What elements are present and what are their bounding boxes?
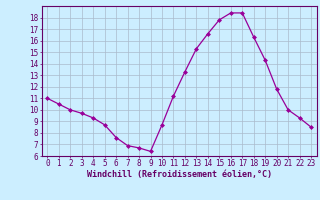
X-axis label: Windchill (Refroidissement éolien,°C): Windchill (Refroidissement éolien,°C) — [87, 170, 272, 179]
